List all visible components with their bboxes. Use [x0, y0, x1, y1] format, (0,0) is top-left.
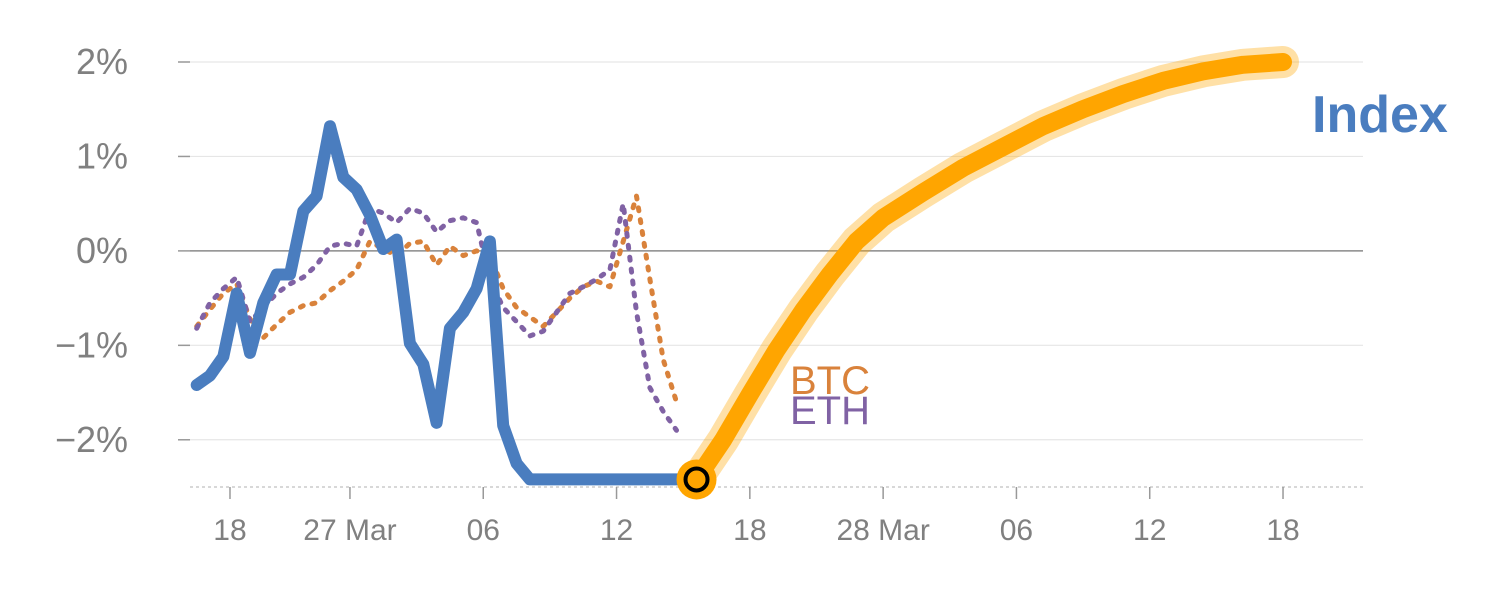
x-axis-ticks: 18 27 Mar 06 12 18 28 Mar 06 12 18 [213, 487, 1300, 547]
series-labels: Index BTC ETH [790, 86, 1448, 433]
btc-series-label: BTC [790, 359, 870, 403]
highlight-point [683, 466, 710, 493]
x-tick-label: 18 [733, 514, 766, 547]
grid-lines [190, 61, 1363, 488]
x-tick-label: 06 [1000, 514, 1033, 547]
y-tick-label: 1% [76, 135, 128, 176]
y-tick-label: 2% [76, 41, 128, 82]
x-tick-label: 28 Mar [836, 514, 929, 547]
highlight-halo [676, 459, 717, 500]
btc-series-line [194, 193, 679, 405]
forecast-line [687, 53, 1292, 489]
x-tick-label: 18 [213, 514, 246, 547]
y-axis-ticks: 2% 1% 0% −1% −2% [55, 41, 190, 460]
x-tick-label: 12 [1133, 514, 1166, 547]
forecast-glow [680, 46, 1299, 496]
index-series-line [190, 120, 696, 486]
y-tick-label: −1% [55, 324, 128, 365]
series-group [190, 46, 1299, 500]
index-series-label: Index [1312, 86, 1448, 144]
x-tick-label: 27 Mar [303, 514, 396, 547]
y-tick-label: −2% [55, 419, 128, 460]
x-tick-label: 12 [600, 514, 633, 547]
x-tick-label: 18 [1266, 514, 1299, 547]
x-tick-label: 06 [467, 514, 500, 547]
y-tick-label: 0% [76, 230, 128, 271]
eth-series-label: ETH [790, 389, 870, 433]
